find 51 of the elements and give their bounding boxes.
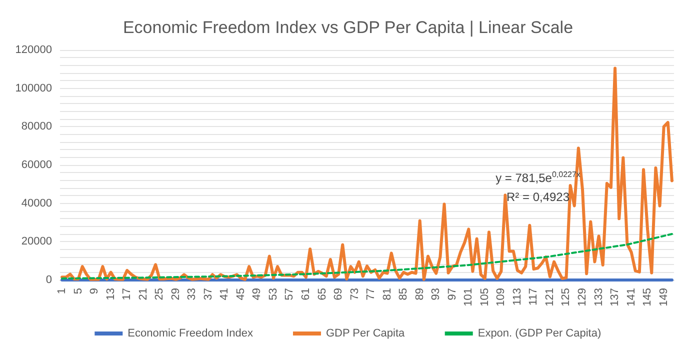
x-tick-label: 25 <box>154 288 166 300</box>
x-tick-label: 37 <box>202 288 214 300</box>
legend-label: GDP Per Capita <box>326 328 406 340</box>
x-tick-label: 121 <box>544 288 556 306</box>
x-tick-label: 73 <box>348 288 361 300</box>
x-tick-label: 33 <box>186 288 198 300</box>
y-tick-label: 80000 <box>21 120 52 133</box>
x-tick-label: 1 <box>56 288 68 294</box>
x-tick-label: 45 <box>234 288 247 300</box>
x-tick-label: 17 <box>121 288 134 300</box>
x-tick-label: 61 <box>300 288 312 300</box>
y-tick-label: 20000 <box>21 236 52 248</box>
x-tick-label: 81 <box>381 288 394 300</box>
x-tick-label: 9 <box>88 288 101 294</box>
x-tick-label: 145 <box>642 288 654 306</box>
y-tick-label: 40000 <box>21 197 52 210</box>
x-tick-label: 113 <box>511 288 524 306</box>
x-tick-label: 21 <box>137 288 150 300</box>
x-tick-label: 125 <box>560 288 572 306</box>
y-tick-label: 60000 <box>21 159 52 171</box>
x-tick-label: 97 <box>446 288 458 300</box>
x-tick-label: 101 <box>462 288 475 306</box>
x-tick-label: 49 <box>251 288 264 300</box>
x-tick-label: 117 <box>528 288 540 306</box>
y-tick-label: 120000 <box>15 44 52 56</box>
x-tick-label: 85 <box>398 288 410 300</box>
x-tick-label: 65 <box>316 288 328 300</box>
x-tick-label: 29 <box>170 288 182 300</box>
x-tick-label: 129 <box>576 288 589 306</box>
x-tick-label: 141 <box>625 288 638 306</box>
legend-label: Expon. (GDP Per Capita) <box>478 328 602 340</box>
x-tick-label: 41 <box>218 288 231 300</box>
x-tick-label: 133 <box>592 288 605 306</box>
x-tick-label: 137 <box>609 288 622 306</box>
x-tick-label: 13 <box>104 288 117 300</box>
x-tick-label: 89 <box>414 288 426 300</box>
x-tick-label: 69 <box>332 288 345 300</box>
line-series <box>60 66 674 281</box>
y-tick-label: 100000 <box>15 82 52 94</box>
legend-label: Economic Freedom Index <box>128 328 254 340</box>
x-tick-label: 93 <box>430 288 442 300</box>
x-tick-label: 53 <box>267 288 280 300</box>
line-series <box>61 233 673 280</box>
x-tick-label: 149 <box>658 288 670 306</box>
y-tick-label: 0 <box>46 274 52 286</box>
x-tick-label: 109 <box>495 288 508 306</box>
x-tick-label: 5 <box>72 288 84 294</box>
x-tick-label: 57 <box>284 288 296 300</box>
x-tick-label: 77 <box>365 288 378 300</box>
x-tick-label: 105 <box>478 288 491 306</box>
chart-title: Economic Freedom Index vs GDP Per Capita | Linear Scale <box>122 18 574 37</box>
